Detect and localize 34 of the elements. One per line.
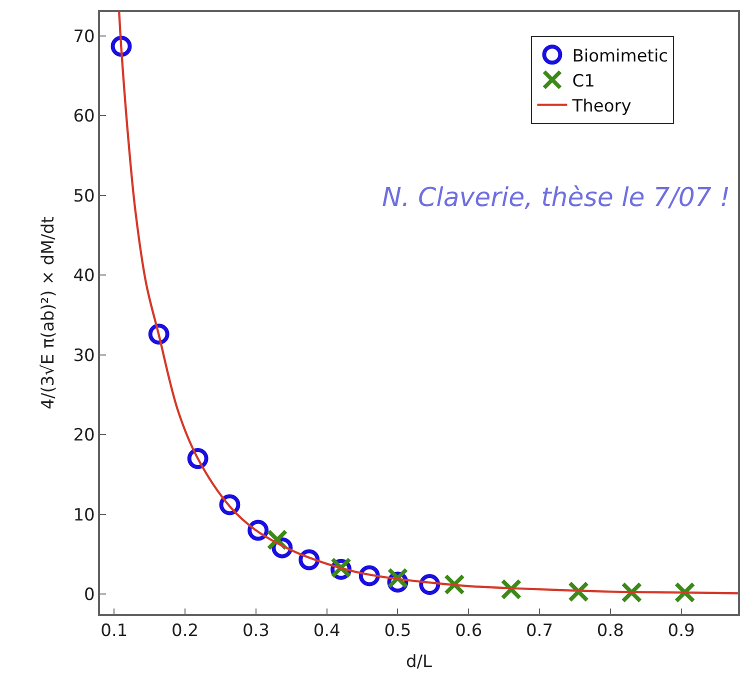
x-tick-label: 0.4 (313, 621, 340, 642)
x-tick-label: 0.9 (668, 621, 695, 642)
point (500, 578, 522, 600)
y-axis-title: 4/(3√E π(ab)²) × dM/dt (38, 216, 58, 410)
point (674, 582, 696, 603)
x-tick-label: 0.5 (384, 621, 412, 642)
x-tick-label: 0.1 (100, 621, 128, 642)
point (358, 565, 380, 586)
y-tick-label: 60 (73, 106, 95, 127)
x-tick-label: 0.2 (172, 621, 199, 642)
legend-label: Biomimetic (572, 46, 668, 66)
y-tick-label: 0 (84, 585, 95, 606)
y-tick-label: 10 (73, 505, 95, 526)
point (148, 324, 170, 345)
x-tick-label: 0.8 (596, 621, 624, 642)
y-tick-label: 70 (73, 26, 95, 47)
point (219, 494, 240, 516)
point (621, 582, 642, 603)
annotation: N. Claverie, thèse le 7/07 ! (382, 183, 730, 213)
legend-label: Theory (571, 96, 632, 116)
point (110, 36, 132, 57)
point (419, 574, 440, 595)
x-tick-label: 0.6 (455, 621, 482, 642)
x-tick-label: 0.3 (242, 621, 270, 642)
x-axis-title: d/L (406, 652, 433, 672)
y-tick-label: 20 (73, 426, 95, 446)
y-tick-label: 30 (73, 346, 95, 366)
y-tick-label: 50 (73, 186, 95, 206)
point (187, 448, 208, 470)
legend-label: C1 (572, 71, 595, 92)
y-tick-label: 40 (73, 266, 95, 286)
point (248, 520, 269, 541)
point (444, 574, 465, 595)
x-tick-label: 0.7 (526, 621, 554, 642)
